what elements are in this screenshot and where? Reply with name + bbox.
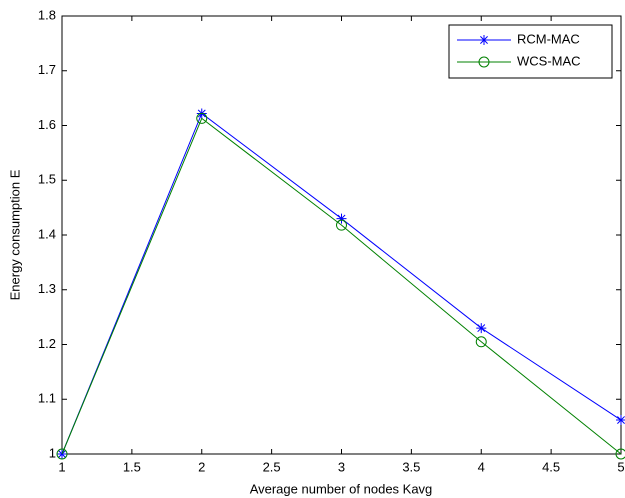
marker — [336, 219, 347, 231]
x-tick-label: 1.5 — [123, 459, 141, 474]
y-tick-label: 1 — [49, 445, 56, 460]
legend-box — [448, 24, 613, 79]
marker — [196, 112, 208, 124]
x-tick-label: 1 — [58, 459, 65, 474]
plot-frame — [61, 15, 622, 455]
y-tick-label: 1.8 — [38, 7, 56, 22]
x-tick-label: 3 — [338, 459, 345, 474]
legend-label: RCM-MAC — [517, 31, 580, 46]
marker — [478, 56, 490, 68]
series-line — [61, 117, 622, 455]
x-tick-label: 4 — [478, 459, 485, 474]
x-tick-label: 2 — [198, 459, 205, 474]
series-line — [61, 112, 622, 455]
y-tick-label: 1.7 — [38, 62, 56, 77]
y-tick-label: 1.2 — [38, 336, 56, 351]
x-tick-label: 3.5 — [402, 459, 420, 474]
marker — [56, 448, 68, 460]
y-tick-label: 1.4 — [38, 226, 56, 241]
marker — [475, 336, 487, 348]
y-tick-label: 1.3 — [38, 281, 56, 296]
y-tick-label: 1.6 — [38, 117, 56, 132]
marker — [616, 415, 625, 426]
marker — [336, 213, 347, 224]
legend: RCM-MAC WCS-MAC — [448, 24, 613, 79]
legend-label: WCS-MAC — [517, 53, 581, 68]
x-tick-label: 2.5 — [263, 459, 281, 474]
marker — [479, 35, 489, 45]
x-axis-label: Average number of nodes Kavg — [250, 481, 433, 496]
y-tick-label: 1.1 — [38, 391, 56, 406]
x-tick-label: 4.5 — [542, 459, 560, 474]
marker — [476, 323, 487, 334]
marker — [615, 448, 625, 460]
y-axis-label: Energy consumption E — [7, 169, 22, 300]
x-tick-label: 5 — [617, 459, 624, 474]
y-tick-label: 1.5 — [38, 172, 56, 187]
